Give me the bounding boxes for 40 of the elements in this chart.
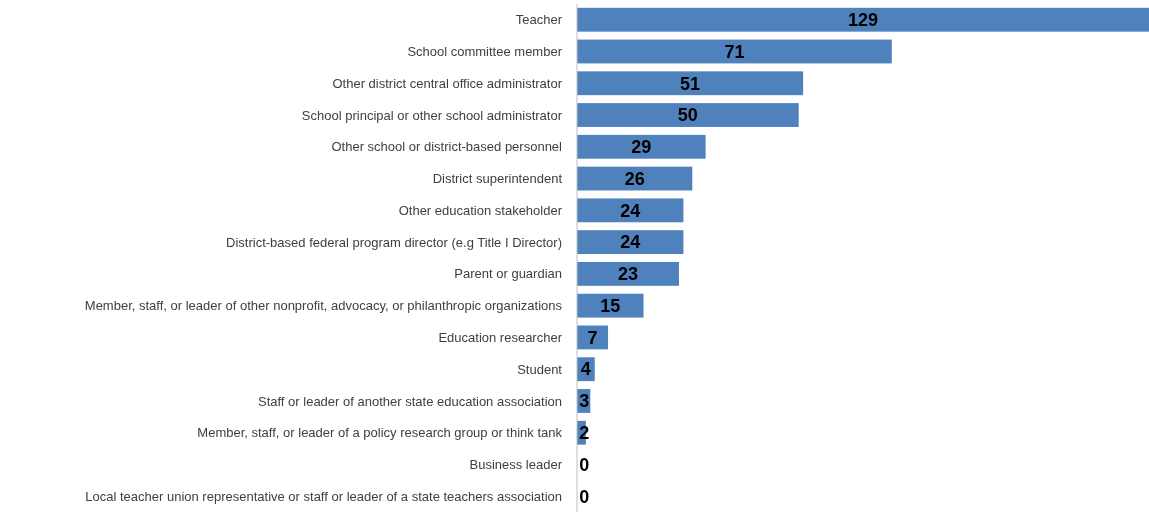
data-label: 71 <box>724 41 745 62</box>
y-tick-label: District superintendent <box>432 171 563 187</box>
data-label: 0 <box>579 454 590 475</box>
bar <box>577 293 644 318</box>
y-tick-label: School principal or other school administrator <box>301 107 563 123</box>
y-tick-label: Other school or district-based personnel <box>331 139 563 155</box>
y-tick-label: Student <box>517 361 563 377</box>
y-tick-label: Other district central office administrator <box>332 75 563 91</box>
data-label: 0 <box>579 486 590 507</box>
y-tick-label: School committee member <box>407 44 563 60</box>
y-tick-label: Parent or guardian <box>454 266 562 282</box>
data-label: 50 <box>677 105 698 126</box>
y-tick-label: Member, staff, or leader of other nonprofit, advocacy, or philanthropic organizations <box>84 298 563 314</box>
y-tick-label: Business leader <box>469 457 563 473</box>
y-tick-label: Education researcher <box>438 329 563 345</box>
bar <box>577 261 679 286</box>
data-label: 129 <box>847 10 879 31</box>
data-label: 3 <box>579 391 590 412</box>
bar <box>577 71 804 96</box>
bar <box>577 134 706 159</box>
y-tick-label: Other education stakeholder <box>398 202 563 218</box>
bar <box>577 39 892 64</box>
data-label: 24 <box>620 232 641 253</box>
data-label: 15 <box>600 295 621 316</box>
data-label: 24 <box>620 200 641 221</box>
y-tick-label: Member, staff, or leader of a policy research group or think tank <box>197 425 563 441</box>
bar <box>577 198 684 223</box>
data-label: 7 <box>587 327 598 348</box>
y-tick-label: Local teacher union representative or staff or leader of a state teachers association <box>85 488 562 504</box>
data-label: 26 <box>624 168 645 189</box>
data-label: 23 <box>617 264 639 285</box>
data-label: 29 <box>631 137 652 158</box>
y-tick-label: Staff or leader of another state education association <box>257 393 562 409</box>
bar <box>577 103 799 127</box>
bar <box>577 7 1149 32</box>
y-tick-label: District-based federal program director (e.g Title I Director) <box>226 234 562 250</box>
data-label: 51 <box>680 73 701 94</box>
y-tick-label: Teacher <box>515 12 563 28</box>
bar <box>577 230 684 255</box>
data-label: 4 <box>580 359 591 380</box>
